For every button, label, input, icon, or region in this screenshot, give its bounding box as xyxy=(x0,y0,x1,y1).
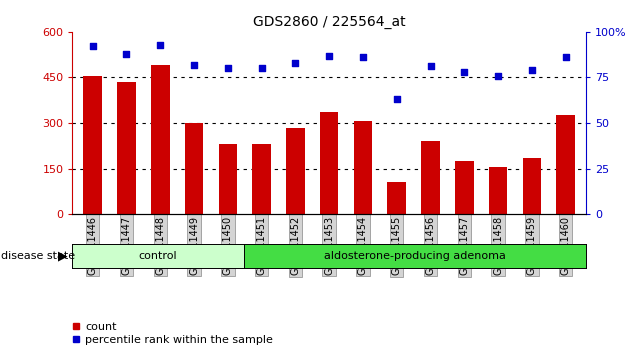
Point xyxy=(358,55,368,60)
Bar xyxy=(353,121,372,214)
Point xyxy=(392,97,402,102)
Point xyxy=(425,64,435,69)
Bar xyxy=(185,123,203,214)
Text: ▶: ▶ xyxy=(58,250,67,263)
Point xyxy=(223,65,233,71)
Point xyxy=(527,67,537,73)
Bar xyxy=(387,182,406,214)
Bar xyxy=(286,127,305,214)
Text: aldosterone-producing adenoma: aldosterone-producing adenoma xyxy=(324,251,506,261)
Bar xyxy=(489,167,507,214)
Point xyxy=(256,65,266,71)
Bar xyxy=(320,112,338,214)
Point xyxy=(493,73,503,79)
Point xyxy=(290,60,301,66)
Title: GDS2860 / 225564_at: GDS2860 / 225564_at xyxy=(253,16,406,29)
Point xyxy=(459,69,469,75)
Bar xyxy=(522,158,541,214)
Point xyxy=(189,62,199,68)
Bar xyxy=(556,115,575,214)
Bar xyxy=(455,161,474,214)
Point xyxy=(88,44,98,49)
Bar xyxy=(117,82,136,214)
Bar xyxy=(83,76,102,214)
Point xyxy=(561,55,571,60)
Bar xyxy=(151,65,169,214)
Bar xyxy=(253,144,271,214)
Bar xyxy=(421,141,440,214)
Text: disease state: disease state xyxy=(1,251,75,261)
Legend: count, percentile rank within the sample: count, percentile rank within the sample xyxy=(72,322,273,345)
Point xyxy=(155,42,165,47)
Bar xyxy=(219,144,237,214)
Text: control: control xyxy=(139,251,177,261)
Point xyxy=(122,51,132,57)
Point xyxy=(324,53,334,58)
